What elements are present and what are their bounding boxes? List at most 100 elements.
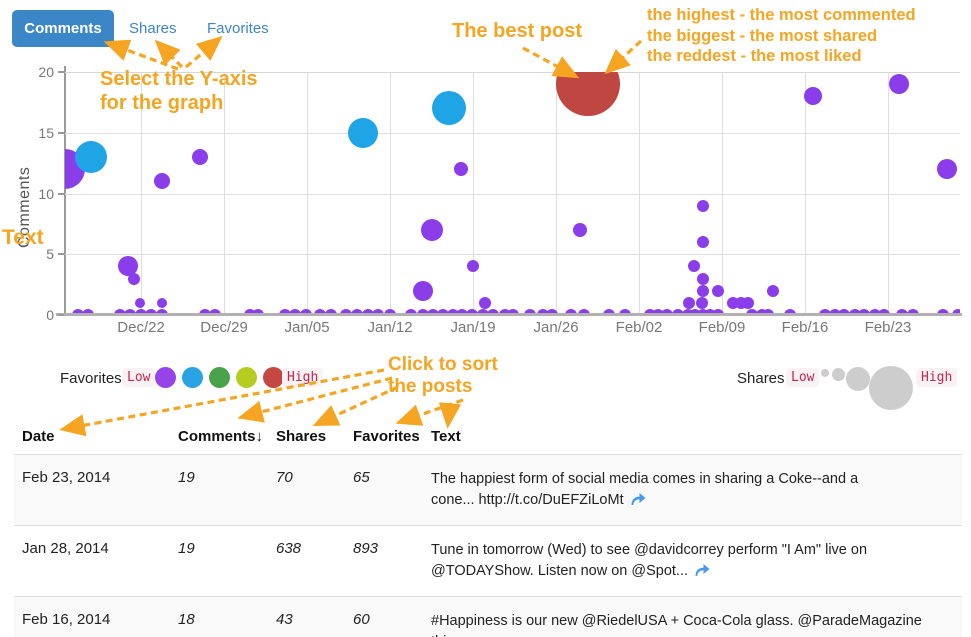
post-bubble[interactable] xyxy=(499,309,512,315)
column-header-comments[interactable]: Comments↓ xyxy=(170,418,268,455)
column-header-shares[interactable]: Shares xyxy=(268,418,345,455)
post-bubble[interactable] xyxy=(252,309,265,315)
post-bubble[interactable] xyxy=(487,309,500,315)
post-bubble[interactable] xyxy=(767,284,780,297)
post-bubble[interactable] xyxy=(742,296,755,309)
post-bubble[interactable] xyxy=(465,309,478,315)
post-bubble[interactable] xyxy=(144,309,157,315)
post-bubble[interactable] xyxy=(299,309,312,315)
share-arrow-icon[interactable] xyxy=(629,492,646,506)
post-bubble[interactable] xyxy=(340,309,353,315)
post-bubble[interactable] xyxy=(347,117,378,148)
tab-comments[interactable]: Comments xyxy=(12,10,114,47)
post-bubble[interactable] xyxy=(135,309,148,315)
post-bubble[interactable] xyxy=(937,159,958,180)
post-bubble[interactable] xyxy=(878,309,891,315)
post-bubble[interactable] xyxy=(446,309,459,315)
post-bubble[interactable] xyxy=(704,309,717,315)
post-bubble[interactable] xyxy=(192,149,209,166)
post-bubble[interactable] xyxy=(478,296,491,309)
post-bubble[interactable] xyxy=(906,309,919,315)
post-bubble[interactable] xyxy=(361,309,374,315)
post-bubble[interactable] xyxy=(426,309,439,315)
post-bubble[interactable] xyxy=(762,309,775,315)
post-bubble[interactable] xyxy=(134,297,145,308)
post-bubble[interactable] xyxy=(745,309,758,315)
post-bubble[interactable] xyxy=(697,236,710,249)
post-bubble[interactable] xyxy=(523,309,536,315)
post-bubble[interactable] xyxy=(420,218,443,241)
post-bubble[interactable] xyxy=(687,260,700,273)
post-bubble[interactable] xyxy=(432,91,467,126)
post-bubble[interactable] xyxy=(75,141,108,174)
post-bubble[interactable] xyxy=(697,272,710,285)
post-bubble[interactable] xyxy=(417,309,430,315)
post-bubble[interactable] xyxy=(467,260,480,273)
post-bubble[interactable] xyxy=(384,309,397,315)
post-bubble[interactable] xyxy=(697,199,710,212)
tab-favorites[interactable]: Favorites xyxy=(207,20,269,37)
post-bubble[interactable] xyxy=(712,309,725,315)
post-bubble[interactable] xyxy=(324,309,337,315)
post-bubble[interactable] xyxy=(413,280,434,301)
post-bubble[interactable] xyxy=(848,309,861,315)
post-bubble[interactable] xyxy=(712,284,725,297)
post-bubble[interactable] xyxy=(113,309,126,315)
post-bubble[interactable] xyxy=(603,309,616,315)
post-bubble[interactable] xyxy=(536,309,549,315)
post-bubble[interactable] xyxy=(244,309,257,315)
post-bubble[interactable] xyxy=(936,309,949,315)
post-bubble[interactable] xyxy=(405,309,418,315)
post-bubble[interactable] xyxy=(372,309,385,315)
post-bubble[interactable] xyxy=(819,309,832,315)
post-bubble[interactable] xyxy=(350,309,363,315)
post-bubble[interactable] xyxy=(804,87,823,106)
post-bubble[interactable] xyxy=(546,309,559,315)
post-bubble[interactable] xyxy=(643,309,656,315)
post-bubble[interactable] xyxy=(476,309,489,315)
post-bubble[interactable] xyxy=(437,309,450,315)
share-arrow-icon[interactable] xyxy=(693,563,710,577)
post-bubble[interactable] xyxy=(661,309,674,315)
post-bubble[interactable] xyxy=(81,309,94,315)
post-bubble[interactable] xyxy=(618,309,631,315)
post-bubble[interactable] xyxy=(154,173,171,190)
post-bubble[interactable] xyxy=(572,222,587,237)
post-bubble[interactable] xyxy=(858,309,871,315)
post-bubble[interactable] xyxy=(208,309,221,315)
post-bubble[interactable] xyxy=(681,309,694,315)
post-bubble[interactable] xyxy=(456,309,469,315)
post-bubble[interactable] xyxy=(672,309,685,315)
post-bubble[interactable] xyxy=(652,309,664,315)
post-bubble[interactable] xyxy=(896,309,909,315)
post-bubble[interactable] xyxy=(556,72,621,117)
post-bubble[interactable] xyxy=(682,296,695,309)
post-bubble[interactable] xyxy=(838,309,851,315)
post-bubble[interactable] xyxy=(314,309,327,315)
post-bubble[interactable] xyxy=(199,309,212,315)
column-header-text[interactable]: Text xyxy=(423,418,962,455)
post-bubble[interactable] xyxy=(783,309,796,315)
post-bubble[interactable] xyxy=(888,74,909,95)
post-bubble[interactable] xyxy=(127,272,140,285)
post-bubble[interactable] xyxy=(289,309,302,315)
post-bubble[interactable] xyxy=(578,309,591,315)
tab-shares[interactable]: Shares xyxy=(129,20,177,37)
post-bubble[interactable] xyxy=(951,309,960,315)
post-bubble[interactable] xyxy=(828,309,841,315)
post-bubble[interactable] xyxy=(124,309,137,315)
post-bubble[interactable] xyxy=(688,309,701,315)
post-bubble[interactable] xyxy=(868,309,881,315)
post-bubble[interactable] xyxy=(156,309,169,315)
column-header-favorites[interactable]: Favorites xyxy=(345,418,423,455)
post-bubble[interactable] xyxy=(507,309,520,315)
post-bubble[interactable] xyxy=(695,296,708,309)
post-bubble[interactable] xyxy=(278,309,291,315)
post-bubble[interactable] xyxy=(697,309,710,315)
post-bubble[interactable] xyxy=(565,309,578,315)
post-bubble[interactable] xyxy=(697,284,710,297)
column-header-date[interactable]: Date xyxy=(14,418,170,455)
post-bubble[interactable] xyxy=(117,256,138,277)
post-bubble[interactable] xyxy=(157,297,168,308)
post-bubble[interactable] xyxy=(72,309,85,315)
